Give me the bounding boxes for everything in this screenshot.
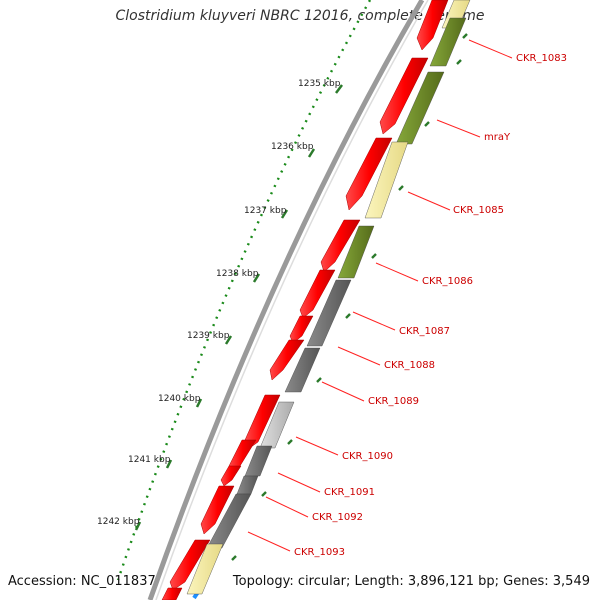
gene-label[interactable]: mraY [484, 132, 511, 143]
gene-arrow-red [269, 339, 305, 381]
label-leaders [247, 39, 513, 552]
gene-arrow-red [299, 269, 336, 319]
gene-arrow-red [320, 219, 361, 273]
gene-block-pale [186, 543, 224, 595]
gene-label[interactable]: CKR_1093 [294, 547, 345, 558]
gene-label[interactable]: CKR_1092 [312, 512, 363, 523]
gene-block-gray [206, 493, 252, 549]
gene-label[interactable]: CKR_1083 [516, 53, 567, 64]
topology-text: Topology: circular; Length: 3,896,121 bp… [232, 574, 590, 589]
kbp-label: 1236 kbp [271, 142, 314, 152]
kbp-label: 1240 kbp [158, 394, 201, 404]
kbp-label: 1238 kbp [216, 269, 259, 279]
gene-block-gray [236, 475, 259, 495]
accession-text: Accession: NC_011837 [8, 574, 156, 589]
gene-label[interactable]: CKR_1091 [324, 487, 375, 498]
gene-label[interactable]: CKR_1090 [342, 451, 393, 462]
gene-block-olive [337, 225, 375, 279]
gc-dotted-line [116, 0, 372, 581]
kbp-label: 1241 kbp [128, 455, 171, 465]
gene-block-gray [244, 445, 273, 477]
page-title: Clostridium kluyveri NBRC 12016, complet… [115, 8, 485, 24]
gene-arrow-red [345, 137, 393, 211]
gene-arrow-red [161, 587, 183, 600]
gene-arrow-red [289, 315, 314, 344]
gene-label[interactable]: CKR_1089 [368, 396, 419, 407]
gene-block-olive [395, 71, 445, 145]
gene-label[interactable]: CKR_1087 [399, 326, 450, 337]
gene-arrow-red [416, 0, 449, 51]
inner-green-ticks [231, 33, 468, 561]
reverse-genes [186, 0, 471, 595]
gene-label[interactable]: CKR_1088 [384, 360, 435, 371]
kbp-ticks [134, 84, 343, 531]
gene-arrow-red [379, 57, 429, 135]
gene-arrow-red [220, 465, 242, 487]
forward-genes [161, 0, 449, 600]
gene-arrow-red [200, 485, 235, 535]
gene-label[interactable]: CKR_1086 [422, 276, 473, 287]
backbone-inner-arc [155, 0, 429, 600]
gene-block-lightgray [259, 401, 295, 449]
gene-block-gray [284, 347, 321, 393]
kbp-label: 1237 kbp [244, 206, 287, 216]
gene-block-pale [364, 141, 409, 219]
kbp-label: 1242 kbp [97, 517, 140, 527]
gene-block-olive [429, 17, 467, 67]
gene-block-gray [306, 279, 352, 347]
backbone-outer-arc [147, 0, 425, 600]
kbp-label: 1239 kbp [187, 331, 230, 341]
gene-arrow-red [169, 539, 211, 591]
kbp-label: 1235 kbp [298, 79, 341, 89]
gene-label[interactable]: CKR_1085 [453, 205, 504, 216]
